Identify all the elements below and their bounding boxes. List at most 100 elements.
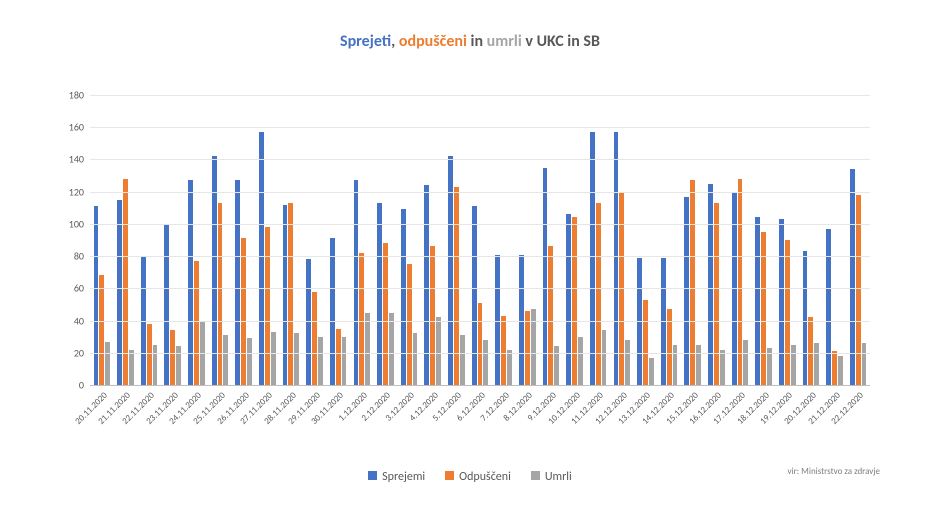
bar	[424, 185, 429, 385]
y-tick-label: 80	[74, 250, 90, 263]
bar	[241, 238, 246, 385]
bar	[336, 329, 341, 385]
bar-group	[732, 95, 749, 385]
y-tick-label: 20	[74, 346, 90, 359]
bar	[330, 238, 335, 385]
bar-group	[377, 95, 394, 385]
gridline	[90, 159, 870, 160]
y-tick-label: 40	[74, 314, 90, 327]
bar	[401, 209, 406, 385]
bar	[94, 206, 99, 385]
gridline	[90, 95, 870, 96]
bar-group	[637, 95, 654, 385]
bar	[407, 264, 412, 385]
bar	[164, 224, 169, 385]
plot-area: 020406080100120140160180	[90, 95, 870, 386]
bar-group	[424, 95, 441, 385]
bar	[223, 335, 228, 385]
bar	[235, 180, 240, 385]
bar	[212, 156, 217, 385]
legend-item: Odpuščeni	[445, 470, 511, 484]
bar-group	[330, 95, 347, 385]
bar	[194, 261, 199, 385]
bar	[259, 132, 264, 385]
bar-group	[684, 95, 701, 385]
gridline	[90, 127, 870, 128]
bar	[265, 227, 270, 385]
bar-group	[448, 95, 465, 385]
legend-item: Sprejemi	[368, 470, 425, 484]
bar-group	[212, 95, 229, 385]
y-tick-label: 0	[79, 379, 90, 392]
bar	[377, 203, 382, 385]
bar-group	[306, 95, 323, 385]
bar	[738, 179, 743, 385]
gridline	[90, 353, 870, 354]
bar	[708, 184, 713, 385]
bar	[430, 246, 435, 385]
bar	[389, 313, 394, 386]
chart-container: Sprejeti, odpuščeni in umrli v UKC in SB…	[0, 0, 940, 529]
bar	[117, 200, 122, 385]
bar-group	[235, 95, 252, 385]
bar-group	[755, 95, 772, 385]
bar-group	[188, 95, 205, 385]
bar	[483, 340, 488, 385]
legend-item: Umrli	[531, 470, 572, 484]
legend-chip	[445, 471, 454, 480]
bar	[649, 358, 654, 385]
bar-group	[566, 95, 583, 385]
bar	[283, 205, 288, 385]
bar	[383, 243, 388, 385]
y-tick-label: 100	[69, 217, 90, 230]
bar	[614, 132, 619, 385]
bar	[472, 206, 477, 385]
bar	[170, 330, 175, 385]
bar-group	[661, 95, 678, 385]
gridline	[90, 192, 870, 193]
bar-group	[495, 95, 512, 385]
bar-group	[614, 95, 631, 385]
bar	[791, 345, 796, 385]
bar-group	[543, 95, 560, 385]
bar	[572, 217, 577, 385]
bar	[359, 253, 364, 385]
bar	[832, 351, 837, 385]
bar-group	[94, 95, 111, 385]
bar	[288, 203, 293, 385]
bar	[625, 340, 630, 385]
y-tick-label: 60	[74, 282, 90, 295]
bar	[454, 187, 459, 385]
bar	[566, 214, 571, 385]
bar-group	[708, 95, 725, 385]
bar	[803, 251, 808, 385]
bar	[247, 338, 252, 385]
legend-chip	[368, 471, 377, 480]
bar-group	[283, 95, 300, 385]
bar-group	[472, 95, 489, 385]
bar	[838, 356, 843, 385]
bar	[153, 345, 158, 385]
bar	[714, 203, 719, 385]
bar	[218, 203, 223, 385]
bar	[720, 350, 725, 385]
bar	[743, 340, 748, 385]
bar	[673, 345, 678, 385]
bar	[448, 156, 453, 385]
bar	[188, 180, 193, 385]
bar-group	[259, 95, 276, 385]
bar	[123, 179, 128, 385]
bar	[312, 292, 317, 385]
bar	[129, 350, 134, 385]
bar	[294, 333, 299, 385]
bar	[826, 229, 831, 385]
bar	[478, 303, 483, 385]
bar	[105, 342, 110, 386]
bar	[785, 240, 790, 385]
bar	[271, 332, 276, 385]
bar-group	[117, 95, 134, 385]
bar-group	[826, 95, 843, 385]
gridline	[90, 288, 870, 289]
bar	[501, 316, 506, 385]
bar	[460, 335, 465, 385]
